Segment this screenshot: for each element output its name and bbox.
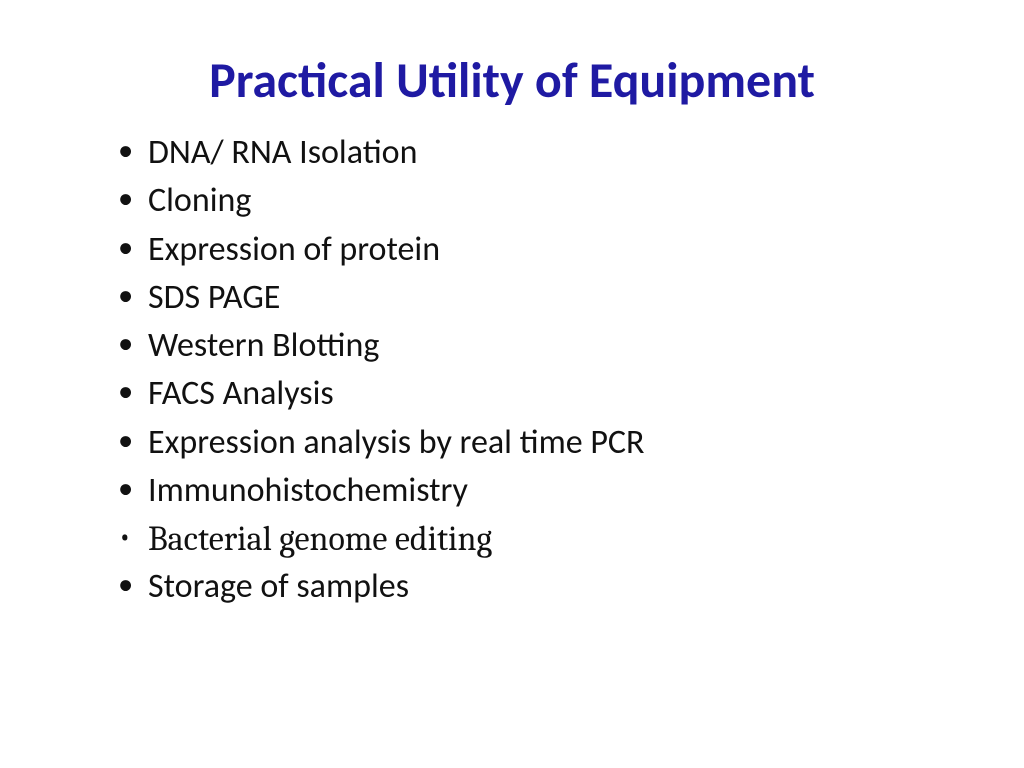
list-item: Cloning bbox=[118, 177, 964, 225]
list-item: Bacterial genome editing bbox=[118, 515, 964, 563]
list-item: DNA/ RNA Isolation bbox=[118, 129, 964, 177]
list-item: Expression analysis by real time PCR bbox=[118, 419, 964, 467]
list-item: Storage of samples bbox=[118, 563, 964, 611]
list-item: Expression of protein bbox=[118, 226, 964, 274]
list-item: Immunohistochemistry bbox=[118, 467, 964, 515]
list-item: FACS Analysis bbox=[118, 370, 964, 418]
slide: Practical Utility of Equipment DNA/ RNA … bbox=[0, 0, 1024, 768]
list-item: Western Blotting bbox=[118, 322, 964, 370]
slide-title: Practical Utility of Equipment bbox=[60, 50, 964, 111]
bullet-list: DNA/ RNA IsolationCloningExpression of p… bbox=[60, 129, 964, 612]
list-item: SDS PAGE bbox=[118, 274, 964, 322]
